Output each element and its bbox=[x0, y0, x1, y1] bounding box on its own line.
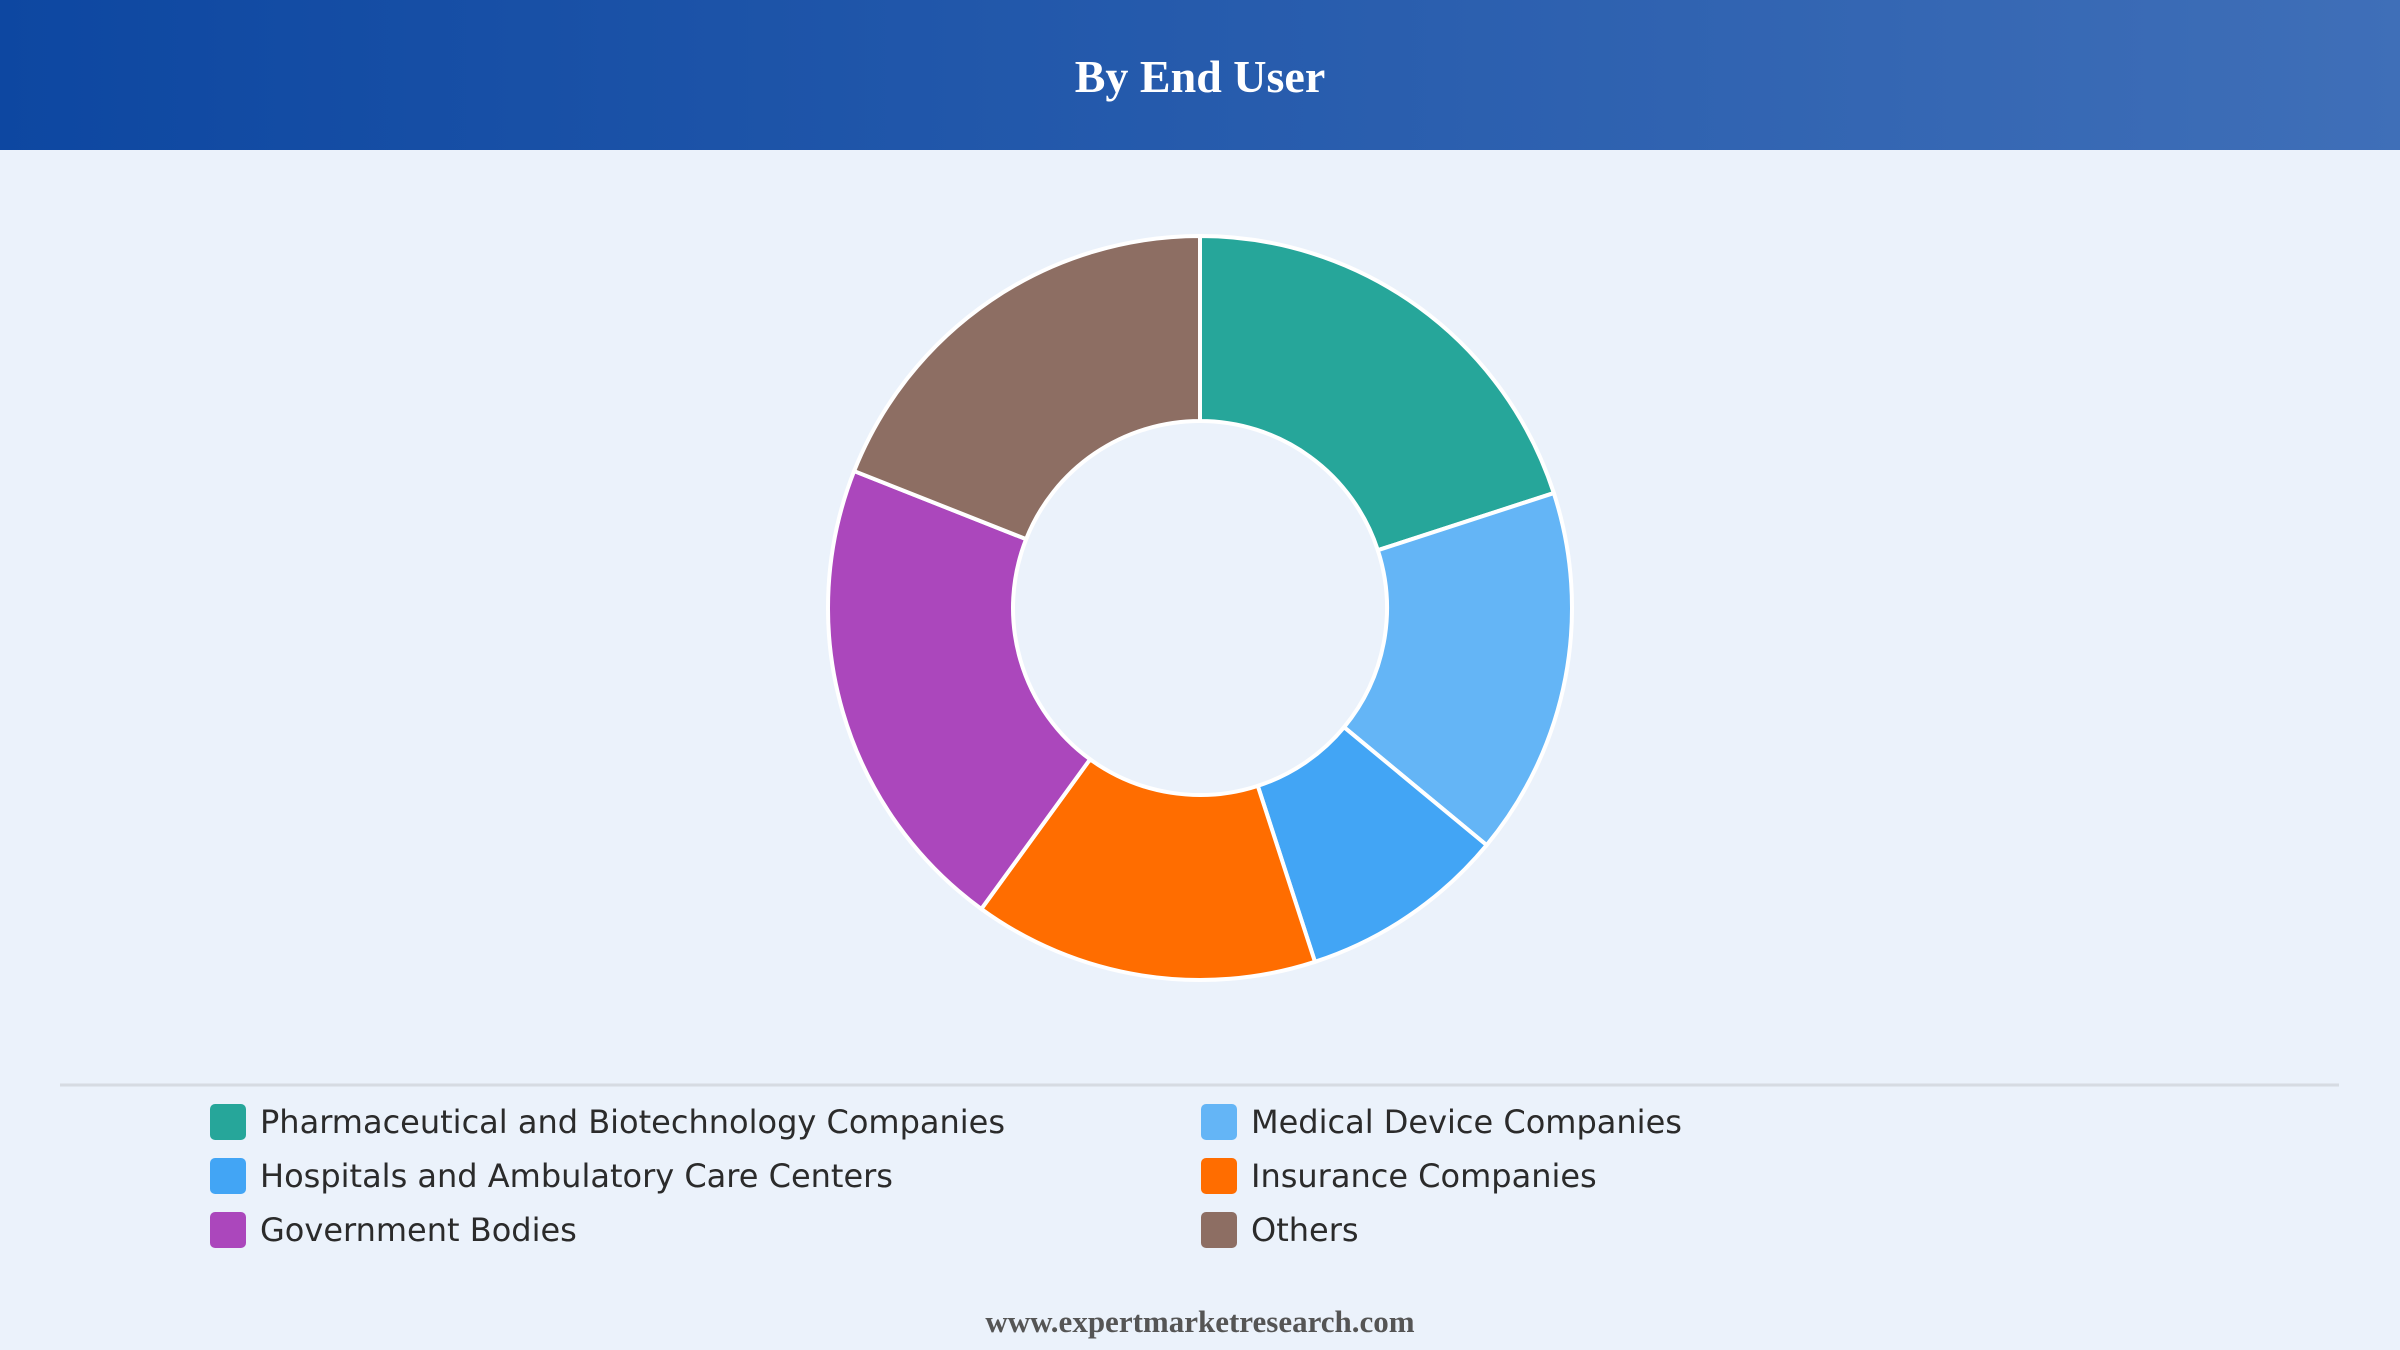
slice bbox=[826, 468, 1093, 912]
legend-swatch bbox=[210, 1104, 246, 1140]
chart-title: By End User bbox=[1075, 51, 1325, 102]
legend-label: Hospitals and Ambulatory Care Centers bbox=[260, 1157, 893, 1195]
slice bbox=[978, 756, 1318, 982]
donut bbox=[826, 233, 1574, 982]
legend-label: Insurance Companies bbox=[1251, 1157, 1597, 1195]
header bbox=[0, 0, 2400, 150]
slice bbox=[851, 233, 1202, 542]
legend-swatch bbox=[1201, 1212, 1237, 1248]
slice bbox=[1341, 490, 1574, 848]
slice bbox=[1198, 233, 1557, 553]
legend-swatch bbox=[210, 1212, 246, 1248]
legend-swatch bbox=[210, 1158, 246, 1194]
legend-label: Government Bodies bbox=[260, 1211, 577, 1249]
legend-label: Pharmaceutical and Biotechnology Compani… bbox=[260, 1103, 1005, 1141]
legend-swatch bbox=[1201, 1104, 1237, 1140]
legend: Pharmaceutical and Biotechnology Compani… bbox=[210, 1103, 1682, 1249]
source: www.expertmarketresearch.com bbox=[985, 1304, 1414, 1339]
legend-label: Others bbox=[1251, 1211, 1359, 1249]
legend-label: Medical Device Companies bbox=[1251, 1103, 1682, 1141]
legend-swatch bbox=[1201, 1158, 1237, 1194]
